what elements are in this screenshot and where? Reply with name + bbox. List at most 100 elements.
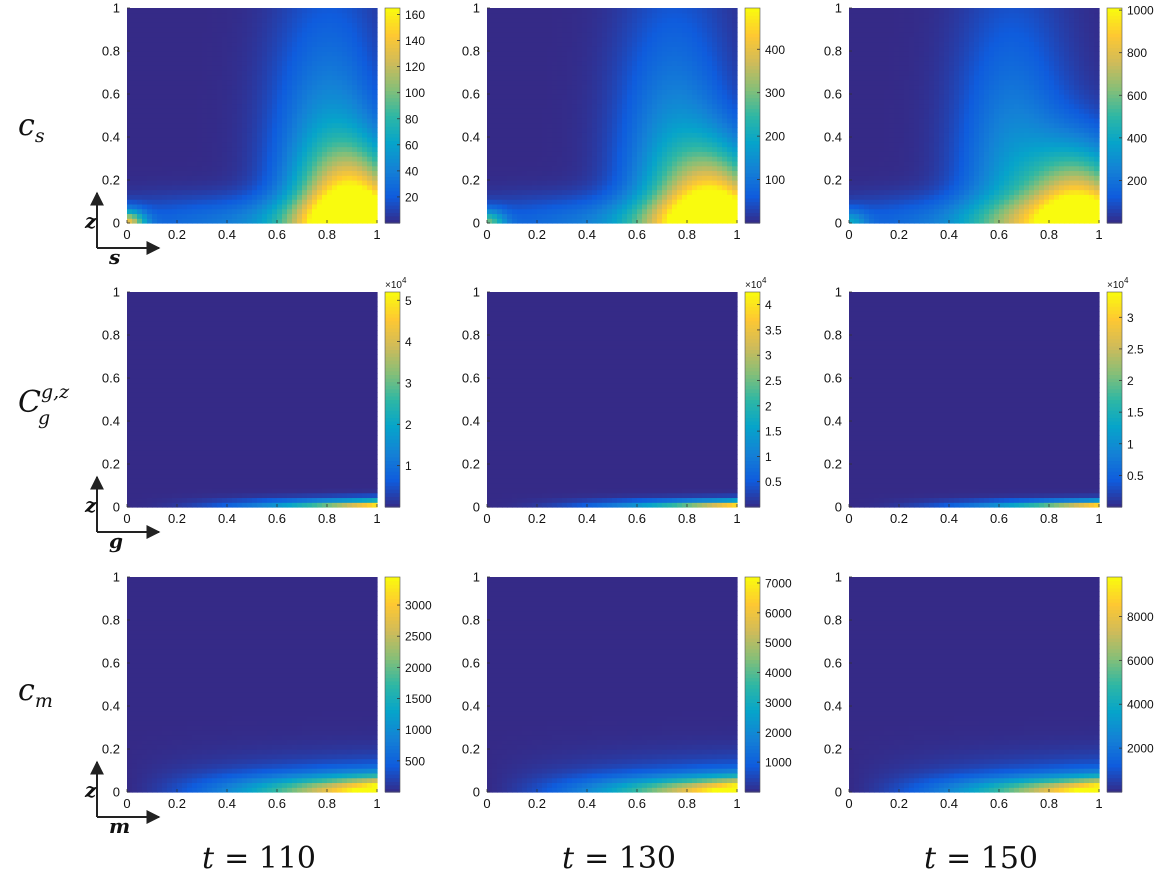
heatmap-cell bbox=[677, 127, 683, 132]
heatmap-cell bbox=[302, 51, 308, 56]
heatmap-cell bbox=[282, 89, 288, 94]
heatmap-cell bbox=[127, 166, 133, 171]
heatmap-cell bbox=[307, 70, 313, 75]
heatmap-cell bbox=[562, 8, 568, 13]
heatmap-cell bbox=[202, 65, 208, 70]
heatmap-cell bbox=[492, 118, 498, 123]
heatmap-cell bbox=[342, 65, 348, 70]
heatmap-cell bbox=[527, 13, 533, 18]
heatmap-cell bbox=[507, 108, 513, 113]
heatmap-cell bbox=[487, 209, 493, 214]
heatmap-cell bbox=[672, 8, 678, 13]
heatmap-cell bbox=[532, 99, 538, 104]
heatmap-cell bbox=[292, 199, 298, 204]
heatmap-cell bbox=[132, 170, 138, 175]
heatmap-cell bbox=[307, 75, 313, 80]
heatmap-cell bbox=[332, 180, 338, 185]
heatmap-cell bbox=[542, 156, 548, 161]
heatmap-cell bbox=[227, 27, 233, 32]
heatmap-cell bbox=[732, 65, 738, 70]
heatmap-cell bbox=[662, 180, 668, 185]
heatmap-cell bbox=[257, 209, 263, 214]
heatmap-cell bbox=[672, 218, 678, 223]
heatmap-cell bbox=[132, 199, 138, 204]
heatmap-cell bbox=[137, 46, 143, 51]
heatmap-cell bbox=[537, 37, 543, 42]
heatmap-cell bbox=[692, 166, 698, 171]
heatmap-cell bbox=[317, 204, 323, 209]
heatmap-cell bbox=[182, 94, 188, 99]
heatmap-cell bbox=[287, 137, 293, 142]
heatmap-cell bbox=[522, 65, 528, 70]
heatmap-cell bbox=[187, 46, 193, 51]
heatmap-cell bbox=[137, 199, 143, 204]
heatmap-cell bbox=[727, 199, 733, 204]
heatmap-cell bbox=[562, 89, 568, 94]
heatmap-cell bbox=[362, 185, 368, 190]
heatmap-cell bbox=[652, 18, 658, 23]
heatmap-cell bbox=[612, 180, 618, 185]
heatmap-cell bbox=[567, 161, 573, 166]
heatmap-cell bbox=[849, 204, 855, 209]
heatmap-cell bbox=[657, 89, 663, 94]
heatmap-cell bbox=[617, 175, 623, 180]
heatmap-cell bbox=[187, 108, 193, 113]
heatmap-cell bbox=[357, 80, 363, 85]
heatmap-cell bbox=[302, 113, 308, 118]
heatmap-cell bbox=[207, 185, 213, 190]
heatmap-cell bbox=[707, 37, 713, 42]
heatmap-cell bbox=[622, 209, 628, 214]
heatmap-cell bbox=[162, 137, 168, 142]
heatmap-cell bbox=[732, 199, 738, 204]
heatmap-cell bbox=[637, 209, 643, 214]
heatmap-cell bbox=[327, 13, 333, 18]
heatmap-cell bbox=[727, 13, 733, 18]
heatmap-cell bbox=[517, 190, 523, 195]
heatmap-cell bbox=[497, 113, 503, 118]
heatmap-cell bbox=[522, 56, 528, 61]
heatmap-cell bbox=[172, 27, 178, 32]
heatmap-cell bbox=[592, 99, 598, 104]
heatmap-cell bbox=[157, 70, 163, 75]
heatmap-cell bbox=[297, 175, 303, 180]
heatmap-cell bbox=[547, 46, 553, 51]
heatmap-cell bbox=[864, 61, 870, 66]
heatmap-cell bbox=[132, 32, 138, 37]
heatmap-cell bbox=[202, 75, 208, 80]
heatmap-cell bbox=[537, 104, 543, 109]
heatmap-cell bbox=[859, 80, 865, 85]
colorbar-segment bbox=[745, 126, 760, 130]
heatmap-cell bbox=[367, 89, 373, 94]
heatmap-cell bbox=[717, 108, 723, 113]
heatmap-cell bbox=[587, 89, 593, 94]
heatmap-cell bbox=[642, 51, 648, 56]
heatmap-cell bbox=[552, 123, 558, 128]
heatmap-cell bbox=[337, 56, 343, 61]
heatmap-cell bbox=[512, 185, 518, 190]
heatmap-cell bbox=[297, 118, 303, 123]
heatmap-cell bbox=[317, 75, 323, 80]
heatmap-cell bbox=[597, 156, 603, 161]
heatmap-cell bbox=[312, 170, 318, 175]
heatmap-cell bbox=[537, 156, 543, 161]
heatmap-cell bbox=[517, 156, 523, 161]
heatmap-cell bbox=[252, 94, 258, 99]
heatmap-cell bbox=[647, 209, 653, 214]
heatmap-cell bbox=[712, 108, 718, 113]
heatmap-cell bbox=[592, 22, 598, 27]
heatmap-cell bbox=[587, 175, 593, 180]
heatmap-cell bbox=[272, 127, 278, 132]
heatmap-cell bbox=[272, 113, 278, 118]
heatmap-cell bbox=[282, 70, 288, 75]
heatmap-cell bbox=[869, 213, 875, 218]
heatmap-cell bbox=[357, 142, 363, 147]
heatmap-cell bbox=[357, 22, 363, 27]
heatmap-cell bbox=[727, 218, 733, 223]
heatmap-cell bbox=[497, 180, 503, 185]
heatmap-cell bbox=[147, 213, 153, 218]
heatmap-cell bbox=[617, 204, 623, 209]
heatmap-cell bbox=[507, 46, 513, 51]
heatmap-cell bbox=[537, 108, 543, 113]
heatmap-cell bbox=[257, 27, 263, 32]
heatmap-cell bbox=[327, 75, 333, 80]
